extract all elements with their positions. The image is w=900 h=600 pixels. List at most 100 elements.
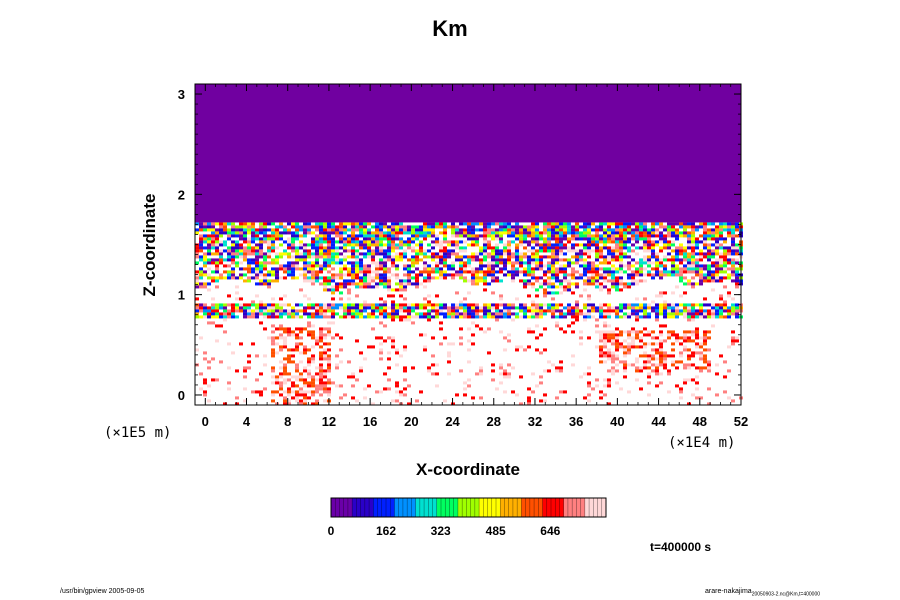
heatmap-cell bbox=[199, 336, 203, 340]
heatmap-cell bbox=[263, 312, 267, 316]
heatmap-cell bbox=[687, 237, 691, 241]
heatmap-cell bbox=[587, 225, 591, 229]
heatmap-cell bbox=[435, 261, 439, 265]
heatmap-cell bbox=[543, 270, 547, 274]
heatmap-cell bbox=[607, 402, 611, 406]
footer-right-sub: 20050903-2.nc@Km,t=400000 bbox=[751, 591, 821, 598]
heatmap-cell bbox=[695, 303, 699, 307]
heatmap-cell bbox=[635, 246, 639, 250]
heatmap-cell bbox=[303, 348, 307, 352]
heatmap-cell bbox=[355, 303, 359, 307]
heatmap-cell bbox=[735, 258, 739, 262]
heatmap-cell bbox=[355, 258, 359, 262]
heatmap-cell bbox=[547, 303, 551, 307]
heatmap-cell bbox=[459, 228, 463, 232]
heatmap-cell bbox=[387, 288, 391, 292]
heatmap-cell bbox=[651, 252, 655, 256]
heatmap-cell bbox=[375, 246, 379, 250]
heatmap-cell bbox=[391, 240, 395, 244]
heatmap-cell bbox=[411, 228, 415, 232]
heatmap-cell bbox=[463, 246, 467, 250]
heatmap-cell bbox=[327, 261, 331, 265]
heatmap-cell bbox=[307, 303, 311, 307]
x-tick-label: 24 bbox=[445, 414, 460, 429]
heatmap-cell bbox=[243, 387, 247, 391]
heatmap-cell bbox=[715, 243, 719, 247]
heatmap-cell bbox=[679, 258, 683, 262]
heatmap-cell bbox=[411, 237, 415, 241]
heatmap-cell bbox=[403, 252, 407, 256]
heatmap-cell bbox=[623, 234, 627, 238]
heatmap-cell bbox=[379, 321, 383, 325]
heatmap-cell bbox=[591, 270, 595, 274]
heatmap-cell bbox=[291, 267, 295, 271]
heatmap-cell bbox=[603, 342, 607, 346]
heatmap-cell bbox=[215, 309, 219, 313]
heatmap-cell bbox=[727, 225, 731, 229]
colorbar-segment bbox=[331, 498, 336, 517]
heatmap-cell bbox=[379, 303, 383, 307]
heatmap-cell bbox=[703, 276, 707, 280]
heatmap-cell bbox=[715, 249, 719, 253]
heatmap-cell bbox=[539, 333, 543, 337]
heatmap-cell bbox=[507, 303, 511, 307]
heatmap-cell bbox=[287, 237, 291, 241]
heatmap-cell bbox=[383, 282, 387, 286]
heatmap-cell bbox=[687, 336, 691, 340]
heatmap-cell bbox=[375, 243, 379, 247]
heatmap-cell bbox=[283, 336, 287, 340]
heatmap-cell bbox=[527, 399, 531, 403]
heatmap-cell bbox=[643, 243, 647, 247]
heatmap-cell bbox=[235, 234, 239, 238]
colorbar-segment bbox=[491, 498, 497, 517]
heatmap-cell bbox=[671, 303, 675, 307]
heatmap-cell bbox=[687, 270, 691, 274]
heatmap-cell bbox=[627, 225, 631, 229]
heatmap-cell bbox=[459, 315, 463, 319]
heatmap-cell bbox=[407, 282, 411, 286]
heatmap-cell bbox=[275, 315, 279, 319]
heatmap-cell bbox=[195, 297, 199, 301]
heatmap-cell bbox=[459, 261, 463, 265]
heatmap-cell bbox=[635, 252, 639, 256]
heatmap-cell bbox=[683, 381, 687, 385]
heatmap-cell bbox=[543, 222, 547, 226]
heatmap-cell bbox=[635, 267, 639, 271]
heatmap-cell bbox=[615, 243, 619, 247]
heatmap-cell bbox=[567, 225, 571, 229]
heatmap-cell bbox=[227, 381, 231, 385]
heatmap-cell bbox=[347, 312, 351, 316]
heatmap-cell bbox=[635, 303, 639, 307]
heatmap-cell bbox=[587, 303, 591, 307]
heatmap-cell bbox=[679, 309, 683, 313]
heatmap-cell bbox=[603, 279, 607, 283]
heatmap-cell bbox=[355, 240, 359, 244]
heatmap-cell bbox=[311, 306, 315, 310]
heatmap-cell bbox=[651, 234, 655, 238]
heatmap-cell bbox=[643, 279, 647, 283]
heatmap-cell bbox=[579, 276, 583, 280]
heatmap-cell bbox=[719, 258, 723, 262]
heatmap-cell bbox=[447, 249, 451, 253]
heatmap-cell bbox=[579, 252, 583, 256]
heatmap-cell bbox=[691, 237, 695, 241]
heatmap-cell bbox=[447, 360, 451, 364]
heatmap-cell bbox=[591, 240, 595, 244]
heatmap-cell bbox=[699, 222, 703, 226]
colorbar-segment bbox=[483, 498, 489, 517]
heatmap-cell bbox=[363, 231, 367, 235]
heatmap-cell bbox=[543, 282, 547, 286]
heatmap-cell bbox=[735, 267, 739, 271]
heatmap-cell bbox=[227, 276, 231, 280]
heatmap-cell bbox=[227, 315, 231, 319]
heatmap-cell bbox=[675, 384, 679, 388]
heatmap-cell bbox=[363, 282, 367, 286]
heatmap-cell bbox=[491, 312, 495, 316]
heatmap-cell bbox=[371, 243, 375, 247]
heatmap-cell bbox=[495, 249, 499, 253]
heatmap-cell bbox=[343, 228, 347, 232]
heatmap-cell bbox=[435, 222, 439, 226]
heatmap-cell bbox=[703, 222, 707, 226]
heatmap-cell bbox=[467, 360, 471, 364]
heatmap-cell bbox=[639, 231, 643, 235]
